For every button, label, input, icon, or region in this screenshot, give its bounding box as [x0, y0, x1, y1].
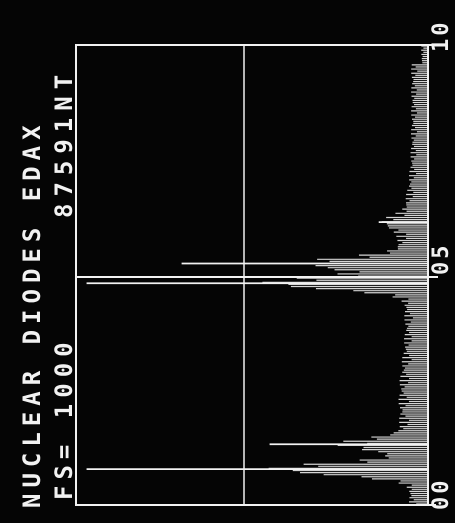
full-scale-label: FS= 1000 [50, 336, 78, 500]
spectrum-bars [86, 45, 428, 505]
axis-tick-label: 10 [429, 19, 454, 53]
plot-frame [75, 44, 438, 506]
spectrum-id: 87591NT [50, 67, 78, 218]
spectrum-title: NUCLEAR DIODES EDAX [18, 119, 46, 508]
axis-tick-label: 00 [429, 477, 454, 511]
plot-border [75, 44, 429, 506]
axis-tick-label: 05 [429, 242, 454, 276]
